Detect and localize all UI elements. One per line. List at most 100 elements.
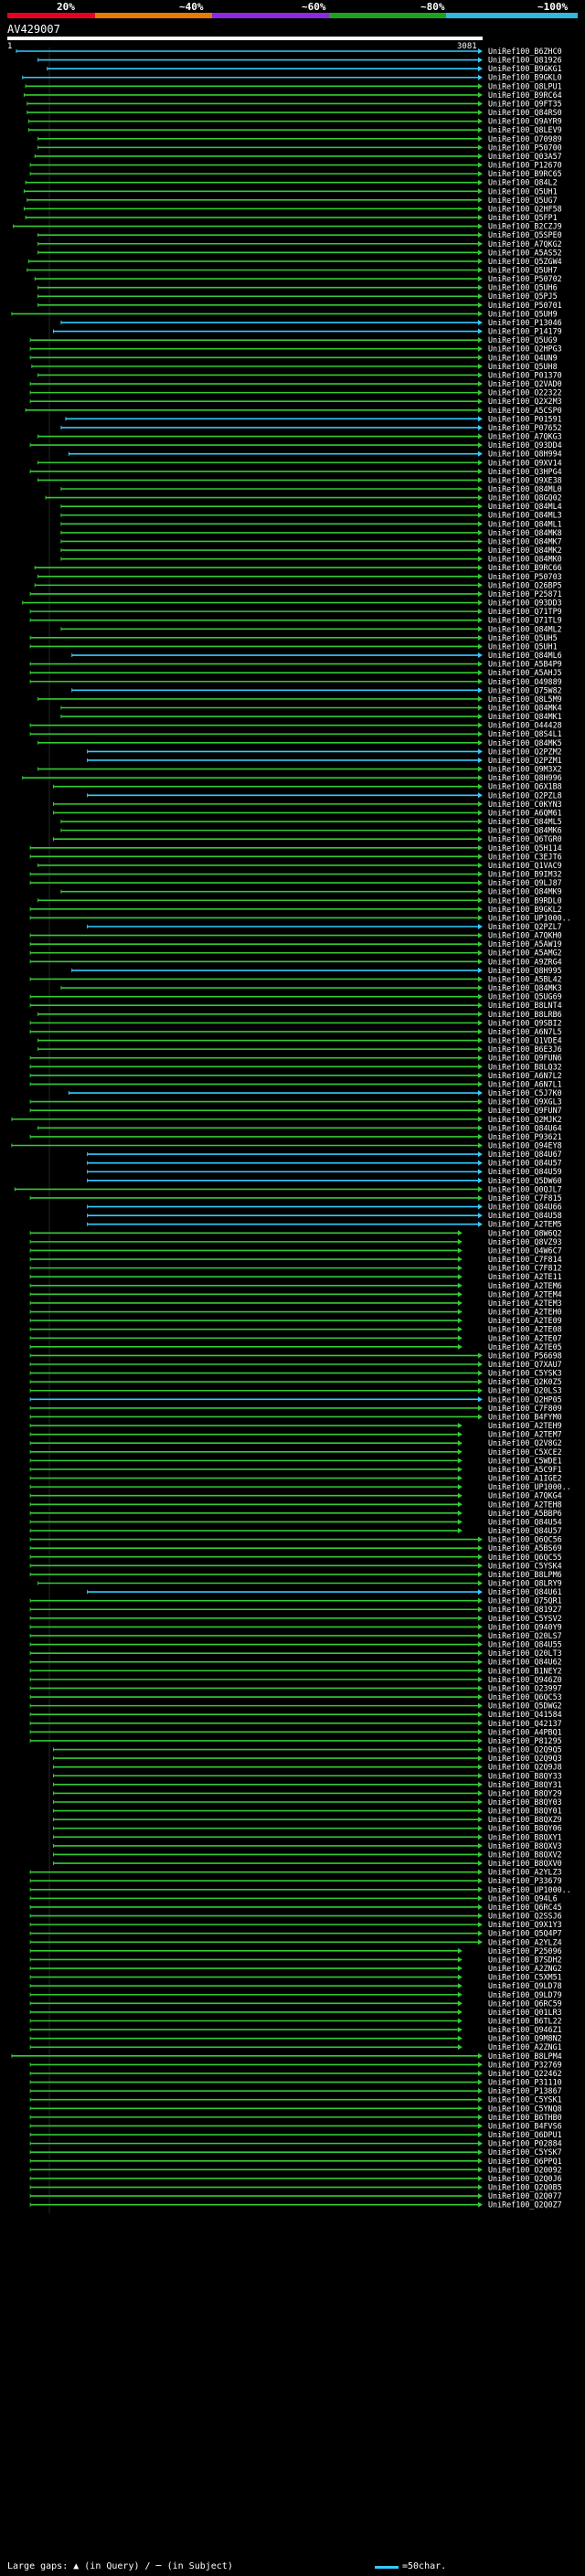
hit-label[interactable]: UniRef100_Q84U67 xyxy=(488,1150,562,1159)
hit-label[interactable]: UniRef100_Q84MK1 xyxy=(488,712,562,721)
hit-label[interactable]: UniRef100_A2TEH8 xyxy=(488,1500,562,1509)
hit-label[interactable]: UniRef100_Q9AYR9 xyxy=(488,117,562,126)
hit-label[interactable]: UniRef100_Q5UH9 xyxy=(488,309,558,318)
hit-label[interactable]: UniRef100_B8QXZ9 xyxy=(488,1815,562,1824)
hit-label[interactable]: UniRef100_B9RC64 xyxy=(488,90,562,100)
hit-label[interactable]: UniRef100_Q946Z0 xyxy=(488,1675,562,1684)
hit-label[interactable]: UniRef100_B9RC66 xyxy=(488,563,562,572)
hit-label[interactable]: UniRef100_B6E3J6 xyxy=(488,1044,562,1054)
hit-label[interactable]: UniRef100_A5BS69 xyxy=(488,1543,562,1553)
hit-label[interactable]: UniRef100_P01591 xyxy=(488,414,562,423)
hit-label[interactable]: UniRef100_Q84ML6 xyxy=(488,651,562,660)
hit-label[interactable]: UniRef100_Q84U66 xyxy=(488,1203,562,1212)
hit-label[interactable]: UniRef100_Q2PZM2 xyxy=(488,747,562,756)
hit-label[interactable]: UniRef100_Q84MK7 xyxy=(488,536,562,546)
hit-label[interactable]: UniRef100_A2TE09 xyxy=(488,1316,562,1325)
hit-label[interactable]: UniRef100_A2TEH0 xyxy=(488,1308,562,1317)
hit-label[interactable]: UniRef100_Q8H995 xyxy=(488,966,562,975)
hit-label[interactable]: UniRef100_Q9M3X2 xyxy=(488,765,562,774)
hit-label[interactable]: UniRef100_B8QY03 xyxy=(488,1797,562,1807)
hit-label[interactable]: UniRef100_Q2HP05 xyxy=(488,1394,562,1404)
hit-label[interactable]: UniRef100_Q6DPU1 xyxy=(488,2130,562,2139)
hit-label[interactable]: UniRef100_Q84RS0 xyxy=(488,108,562,117)
hit-label[interactable]: UniRef100_Q2K0Z5 xyxy=(488,1377,562,1386)
hit-label[interactable]: UniRef100_A5B4P9 xyxy=(488,660,562,669)
hit-label[interactable]: UniRef100_P07652 xyxy=(488,423,562,432)
hit-label[interactable]: UniRef100_P02884 xyxy=(488,2139,562,2148)
hit-label[interactable]: UniRef100_A6N7L2 xyxy=(488,1071,562,1080)
hit-label[interactable]: UniRef100_Q1VAC9 xyxy=(488,861,562,870)
hit-label[interactable]: UniRef100_Q84MK9 xyxy=(488,887,562,896)
hit-label[interactable]: UniRef100_Q2Q0J6 xyxy=(488,2174,562,2183)
hit-label[interactable]: UniRef100_B8LQ32 xyxy=(488,1062,562,1071)
hit-label[interactable]: UniRef100_A6QM61 xyxy=(488,808,562,817)
hit-label[interactable]: UniRef100_Q2Q0Z7 xyxy=(488,2200,562,2210)
hit-label[interactable]: UniRef100_P81295 xyxy=(488,1736,562,1745)
hit-label[interactable]: UniRef100_Q9XGL3 xyxy=(488,1097,562,1107)
hit-label[interactable]: UniRef100_UP1000.. xyxy=(488,1482,571,1491)
hit-label[interactable]: UniRef100_A7QKG3 xyxy=(488,432,562,441)
hit-label[interactable]: UniRef100_Q9X1Y3 xyxy=(488,1920,562,1929)
hit-label[interactable]: UniRef100_O22322 xyxy=(488,388,562,398)
hit-label[interactable]: UniRef100_P13046 xyxy=(488,318,562,327)
hit-label[interactable]: UniRef100_Q84U57 xyxy=(488,1526,562,1535)
hit-label[interactable]: UniRef100_B4FVS6 xyxy=(488,2121,562,2130)
hit-label[interactable]: UniRef100_Q6X1B8 xyxy=(488,782,562,791)
hit-label[interactable]: UniRef100_B8QY01 xyxy=(488,1807,562,1816)
hit-label[interactable]: UniRef100_Q84U59 xyxy=(488,1167,562,1176)
hit-label[interactable]: UniRef100_A2TE08 xyxy=(488,1325,562,1334)
hit-label[interactable]: UniRef100_B2CZJ9 xyxy=(488,222,562,231)
hit-label[interactable]: UniRef100_Q84U55 xyxy=(488,1640,562,1649)
hit-label[interactable]: UniRef100_Q2Q0B5 xyxy=(488,2183,562,2192)
hit-label[interactable]: UniRef100_Q84L2 xyxy=(488,178,558,187)
hit-label[interactable]: UniRef100_A2YLZ3 xyxy=(488,1868,562,1877)
hit-label[interactable]: UniRef100_Q5UH1 xyxy=(488,186,558,196)
hit-label[interactable]: UniRef100_B9RC65 xyxy=(488,169,562,178)
hit-label[interactable]: UniRef100_Q5UH6 xyxy=(488,283,558,292)
hit-label[interactable]: UniRef100_A2ZNG1 xyxy=(488,2042,562,2051)
hit-label[interactable]: UniRef100_B8QY33 xyxy=(488,1771,562,1780)
hit-label[interactable]: UniRef100_Q2PZL7 xyxy=(488,922,562,931)
hit-label[interactable]: UniRef100_B8LPM6 xyxy=(488,1570,562,1579)
hit-label[interactable]: UniRef100_B8QY06 xyxy=(488,1824,562,1833)
hit-label[interactable]: UniRef100_P50702 xyxy=(488,274,562,283)
hit-label[interactable]: UniRef100_B8QXV2 xyxy=(488,1850,562,1859)
hit-label[interactable]: UniRef100_B9RDL0 xyxy=(488,896,562,905)
hit-label[interactable]: UniRef100_Q71TL9 xyxy=(488,616,562,625)
hit-label[interactable]: UniRef100_C5YSK4 xyxy=(488,1561,562,1570)
hit-label[interactable]: UniRef100_O20092 xyxy=(488,2165,562,2174)
hit-label[interactable]: UniRef100_Q5UH1 xyxy=(488,641,558,651)
hit-label[interactable]: UniRef100_A7QKG2 xyxy=(488,239,562,249)
hit-label[interactable]: UniRef100_P14179 xyxy=(488,327,562,336)
hit-label[interactable]: UniRef100_B8QXV0 xyxy=(488,1859,562,1868)
hit-label[interactable]: UniRef100_A2YLZ4 xyxy=(488,1937,562,1946)
hit-label[interactable]: UniRef100_Q84U62 xyxy=(488,1658,562,1667)
hit-label[interactable]: UniRef100_B6ZHC0 xyxy=(488,47,562,56)
hit-label[interactable]: UniRef100_Q4W6C7 xyxy=(488,1246,562,1255)
hit-label[interactable]: UniRef100_Q84ML4 xyxy=(488,502,562,511)
hit-label[interactable]: UniRef100_Q2PZM1 xyxy=(488,756,562,765)
hit-label[interactable]: UniRef100_Q8W6Q2 xyxy=(488,1228,562,1237)
hit-label[interactable]: UniRef100_A2TE11 xyxy=(488,1272,562,1281)
hit-label[interactable]: UniRef100_Q9FUN6 xyxy=(488,1054,562,1063)
hit-label[interactable]: UniRef100_A6N7L1 xyxy=(488,1079,562,1088)
hit-label[interactable]: UniRef100_Q94L6 xyxy=(488,1893,558,1903)
hit-label[interactable]: UniRef100_Q9FUN7 xyxy=(488,1106,562,1115)
hit-label[interactable]: UniRef100_Q5ZGW4 xyxy=(488,257,562,266)
hit-label[interactable]: UniRef100_Q84MK0 xyxy=(488,555,562,564)
hit-label[interactable]: UniRef100_Q81927 xyxy=(488,1605,562,1614)
hit-label[interactable]: UniRef100_P56698 xyxy=(488,1351,562,1360)
hit-label[interactable]: UniRef100_Q6RC59 xyxy=(488,1998,562,2008)
hit-label[interactable]: UniRef100_Q93DD3 xyxy=(488,599,562,608)
hit-label[interactable]: UniRef100_Q2SSJ6 xyxy=(488,1912,562,1921)
hit-label[interactable]: UniRef100_P25871 xyxy=(488,589,562,599)
hit-label[interactable]: UniRef100_Q8LPU1 xyxy=(488,81,562,90)
hit-label[interactable]: UniRef100_A2TEM3 xyxy=(488,1299,562,1308)
hit-label[interactable]: UniRef100_P50703 xyxy=(488,572,562,581)
hit-label[interactable]: UniRef100_A5AS52 xyxy=(488,248,562,257)
hit-label[interactable]: UniRef100_C3EJT6 xyxy=(488,852,562,861)
hit-label[interactable]: UniRef100_B8LPM4 xyxy=(488,2051,562,2061)
hit-label[interactable]: UniRef100_A4PBQ1 xyxy=(488,1727,562,1736)
hit-label[interactable]: UniRef100_P33679 xyxy=(488,1876,562,1885)
hit-label[interactable]: UniRef100_Q9M8N2 xyxy=(488,2034,562,2043)
